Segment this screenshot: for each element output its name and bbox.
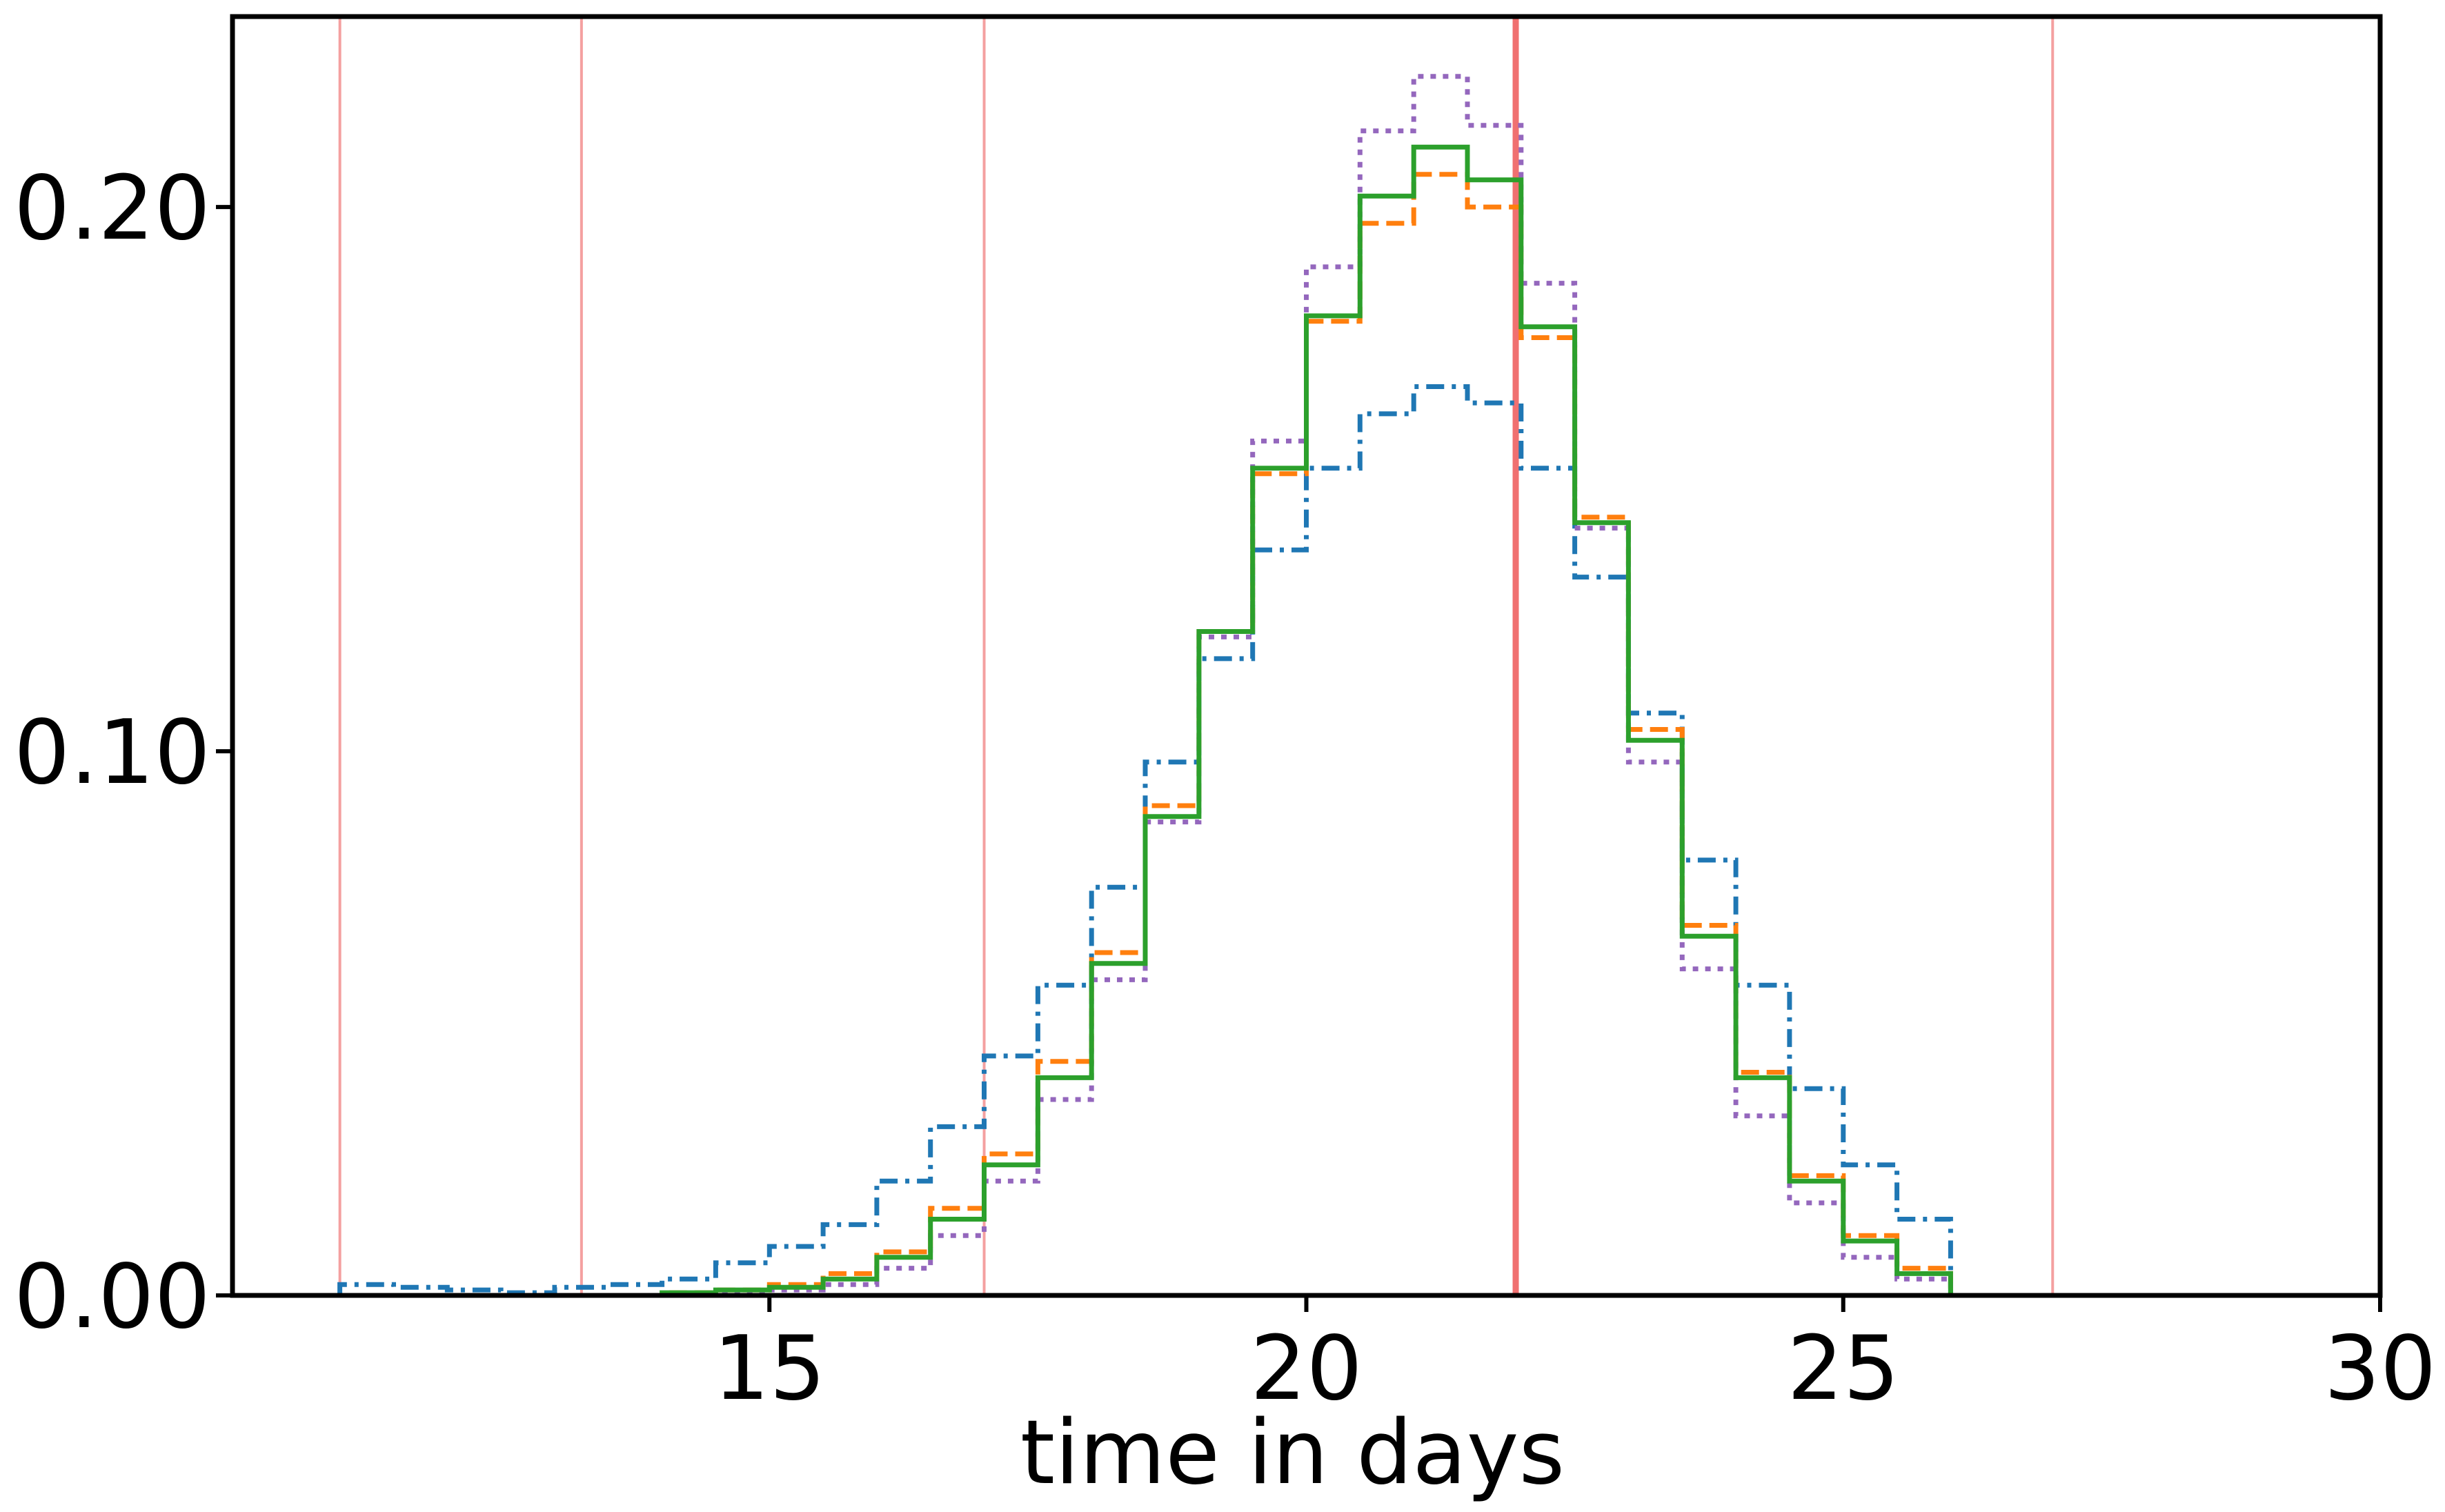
x-tick-label: 15 [713,1317,826,1420]
y-tick-label: 0.10 [14,702,210,804]
series-dashdot-line [337,384,2058,1298]
series-solid-line [339,144,2058,1298]
series-group [337,74,2058,1298]
x-tick-label: 20 [1250,1317,1363,1420]
y-tick-label: 0.20 [14,157,210,260]
axis-ticks: 15 20 25 30 0.00 0.10 0.20 [14,157,2436,1420]
y-tick-label: 0.00 [14,1246,210,1349]
x-axis-label: time in days [1020,1402,1565,1504]
reference-lines [338,17,2055,1295]
x-tick-label: 30 [2324,1317,2437,1420]
x-tick-label: 25 [1787,1317,1899,1420]
